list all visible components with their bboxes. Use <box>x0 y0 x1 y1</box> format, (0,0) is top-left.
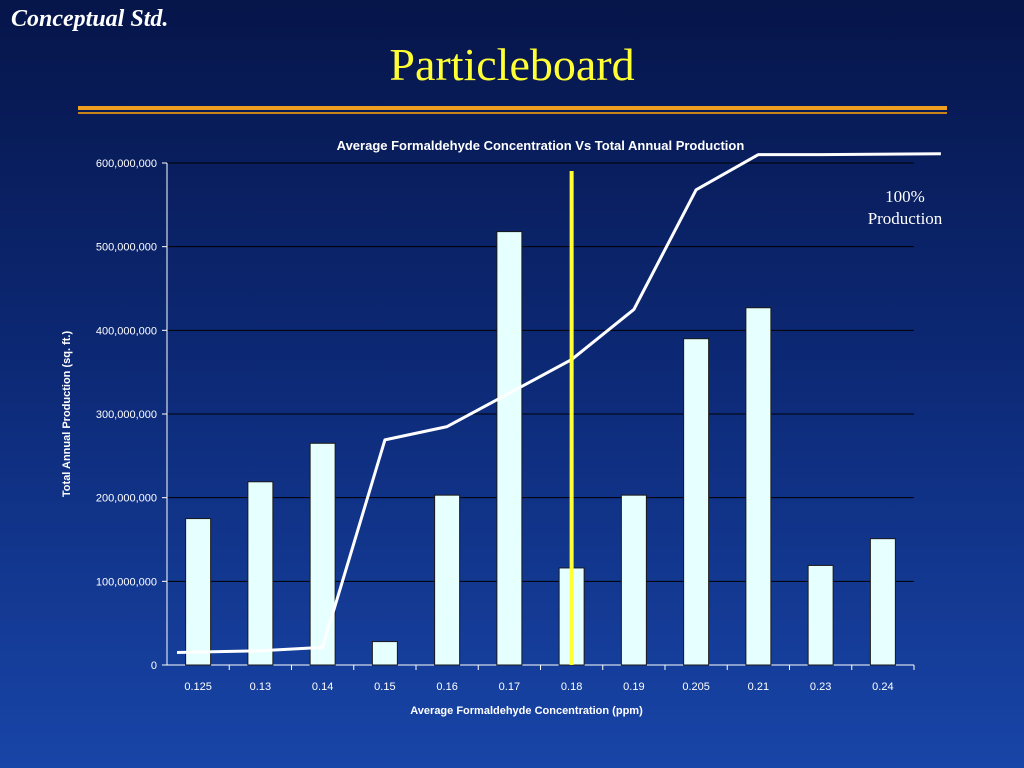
x-tick-label: 0.23 <box>810 681 831 693</box>
y-tick-label: 300,000,000 <box>96 409 157 421</box>
x-axis-title: Average Formaldehyde Concentration (ppm) <box>410 705 643 717</box>
y-tick-label: 400,000,000 <box>96 325 157 337</box>
callout-line-2: Production <box>867 209 943 228</box>
x-tick-label: 0.13 <box>250 681 271 693</box>
slide-title: Particleboard <box>389 39 635 90</box>
bar <box>309 442 336 666</box>
y-tick-label: 0 <box>151 660 157 672</box>
chart-title: Average Formaldehyde Concentration Vs To… <box>337 138 745 153</box>
x-tick-label: 0.15 <box>374 681 395 693</box>
x-tick-label: 0.21 <box>748 681 769 693</box>
y-axis-title: Total Annual Production (sq. ft.) <box>61 331 73 498</box>
bar <box>434 494 461 666</box>
y-tick-label: 500,000,000 <box>96 242 157 254</box>
x-tick-label: 0.17 <box>499 681 520 693</box>
cumulative-production-line <box>176 152 941 654</box>
y-tick-label: 600,000,000 <box>96 158 157 170</box>
bar <box>496 231 523 666</box>
bar <box>620 494 647 666</box>
bar <box>869 538 896 666</box>
x-tick-label: 0.14 <box>312 681 333 693</box>
title-divider <box>78 106 947 110</box>
callout-line-1: 100% <box>885 187 925 206</box>
y-tick-label: 200,000,000 <box>96 493 157 505</box>
x-tick-label: 0.18 <box>561 681 582 693</box>
full-production-callout: 100% Production <box>850 186 960 230</box>
bar <box>807 564 834 666</box>
x-tick-label: 0.16 <box>436 681 457 693</box>
bar <box>371 641 398 666</box>
y-tick-label: 100,000,000 <box>96 576 157 588</box>
x-tick-label: 0.19 <box>623 681 644 693</box>
bar <box>247 481 274 666</box>
x-tick-label: 0.125 <box>184 681 212 693</box>
title-divider-shadow <box>78 112 947 114</box>
bar <box>683 338 710 666</box>
bar <box>185 518 212 666</box>
brand-label: Conceptual Std. <box>11 6 169 32</box>
x-tick-label: 0.205 <box>682 681 710 693</box>
bar <box>745 307 772 666</box>
x-tick-label: 0.24 <box>872 681 893 693</box>
